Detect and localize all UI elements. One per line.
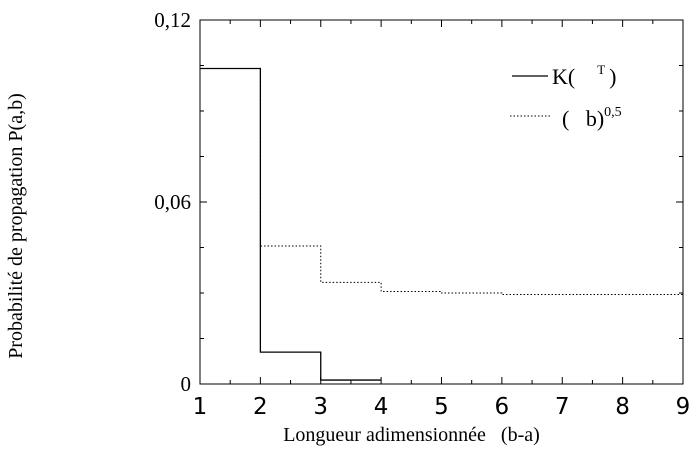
legend-label-0-main: K( xyxy=(552,64,575,89)
y-axis-label: Probabilité de propagation P(a,b) xyxy=(5,93,27,359)
series-lines xyxy=(200,67,683,381)
x-tick-label: 6 xyxy=(495,394,510,420)
x-tick-label: 5 xyxy=(434,394,449,420)
x-tick-label: 9 xyxy=(676,394,691,420)
x-tick-label: 7 xyxy=(555,394,570,420)
x-tick-label: 2 xyxy=(253,394,268,420)
x-tick-label: 4 xyxy=(374,394,389,420)
y-tick-label: 0,06 xyxy=(154,190,191,214)
x-tick-label: 8 xyxy=(615,394,630,420)
legend-label-0-close: ) xyxy=(609,64,616,89)
axis-tick-labels: 1 2 3 4 5 6 7 8 9 0 0,06 0,12 xyxy=(154,8,690,420)
series-line-1 xyxy=(200,68,683,296)
y-tick-label: 0 xyxy=(181,372,192,396)
legend-label-0-sup: T xyxy=(597,62,605,77)
x-tick-label: 3 xyxy=(313,394,328,420)
legend: K( T) ( b)0,5 xyxy=(510,62,622,131)
y-tick-label: 0,12 xyxy=(154,8,191,32)
series-line-0 xyxy=(200,67,382,381)
legend-label-1: ( b)0,5 xyxy=(562,105,622,131)
legend-label-1-main: ( b) xyxy=(562,106,604,131)
x-axis-label: Longueur adimensionnée (b-a) xyxy=(283,424,540,446)
legend-label-0: K( T) xyxy=(552,62,617,89)
legend-label-1-sup: 0,5 xyxy=(604,105,622,120)
x-tick-label: 1 xyxy=(193,394,208,420)
